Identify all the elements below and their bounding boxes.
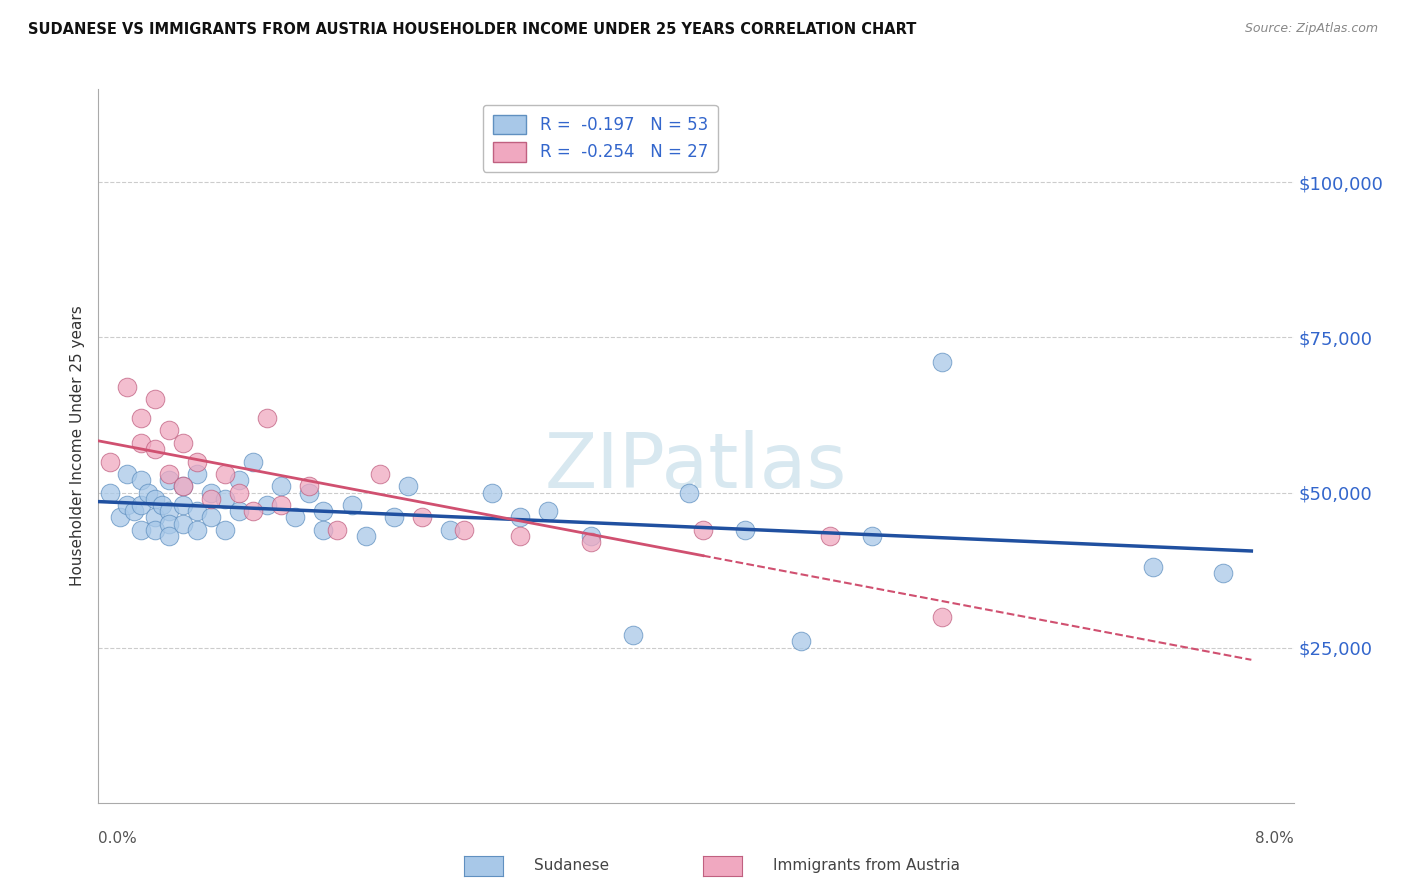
Point — [579, 529, 602, 543]
Point — [931, 355, 953, 369]
Text: 8.0%: 8.0% — [1254, 831, 1294, 847]
Legend: R =  -0.197   N = 53, R =  -0.254   N = 27: R = -0.197 N = 53, R = -0.254 N = 27 — [482, 104, 718, 171]
Point — [537, 504, 560, 518]
Point — [298, 485, 321, 500]
Point — [186, 523, 208, 537]
Point — [115, 498, 138, 512]
Point — [108, 510, 131, 524]
Point — [157, 504, 180, 518]
Point — [98, 454, 121, 468]
Point — [734, 523, 756, 537]
Point — [312, 504, 335, 518]
Point — [678, 485, 700, 500]
Point — [143, 392, 166, 407]
Point — [256, 411, 278, 425]
Point — [411, 510, 433, 524]
Point — [382, 510, 405, 524]
Point — [214, 467, 236, 481]
Point — [354, 529, 377, 543]
Point — [481, 485, 503, 500]
Point — [157, 467, 180, 481]
Y-axis label: Householder Income Under 25 years: Householder Income Under 25 years — [70, 306, 86, 586]
Point — [621, 628, 644, 642]
Text: ZIPatlas: ZIPatlas — [544, 431, 848, 504]
Point — [692, 523, 714, 537]
Point — [453, 523, 475, 537]
Point — [157, 529, 180, 543]
Point — [860, 529, 883, 543]
Point — [312, 523, 335, 537]
Point — [214, 523, 236, 537]
Point — [143, 491, 166, 506]
Point — [172, 436, 194, 450]
Point — [1212, 566, 1234, 581]
Point — [136, 485, 159, 500]
Point — [509, 529, 531, 543]
Point — [579, 535, 602, 549]
Point — [186, 467, 208, 481]
Point — [143, 523, 166, 537]
Point — [186, 504, 208, 518]
Text: Immigrants from Austria: Immigrants from Austria — [773, 858, 960, 872]
Point — [396, 479, 419, 493]
Point — [129, 498, 152, 512]
Point — [186, 454, 208, 468]
Point — [129, 436, 152, 450]
Point — [157, 516, 180, 531]
Point — [228, 504, 250, 518]
Point — [439, 523, 461, 537]
Point — [200, 491, 222, 506]
Point — [172, 498, 194, 512]
Point — [129, 411, 152, 425]
Point — [931, 609, 953, 624]
Point — [340, 498, 363, 512]
Text: 0.0%: 0.0% — [98, 831, 138, 847]
Point — [790, 634, 813, 648]
Point — [326, 523, 349, 537]
Point — [368, 467, 391, 481]
Point — [122, 504, 145, 518]
Point — [242, 504, 264, 518]
Text: Source: ZipAtlas.com: Source: ZipAtlas.com — [1244, 22, 1378, 36]
Point — [242, 454, 264, 468]
Point — [228, 473, 250, 487]
Point — [129, 523, 152, 537]
Point — [143, 510, 166, 524]
Point — [115, 467, 138, 481]
Text: SUDANESE VS IMMIGRANTS FROM AUSTRIA HOUSEHOLDER INCOME UNDER 25 YEARS CORRELATIO: SUDANESE VS IMMIGRANTS FROM AUSTRIA HOUS… — [28, 22, 917, 37]
Point — [172, 479, 194, 493]
Point — [228, 485, 250, 500]
Point — [157, 473, 180, 487]
Point — [270, 479, 292, 493]
Point — [509, 510, 531, 524]
Point — [129, 473, 152, 487]
Point — [200, 485, 222, 500]
Point — [284, 510, 307, 524]
Point — [172, 479, 194, 493]
Point — [150, 498, 173, 512]
Point — [200, 510, 222, 524]
Point — [157, 424, 180, 438]
Point — [214, 491, 236, 506]
Point — [98, 485, 121, 500]
Point — [1142, 560, 1164, 574]
Point — [298, 479, 321, 493]
Point — [818, 529, 841, 543]
Point — [172, 516, 194, 531]
Point — [115, 380, 138, 394]
Point — [143, 442, 166, 456]
Point — [256, 498, 278, 512]
Point — [270, 498, 292, 512]
Text: Sudanese: Sudanese — [534, 858, 609, 872]
